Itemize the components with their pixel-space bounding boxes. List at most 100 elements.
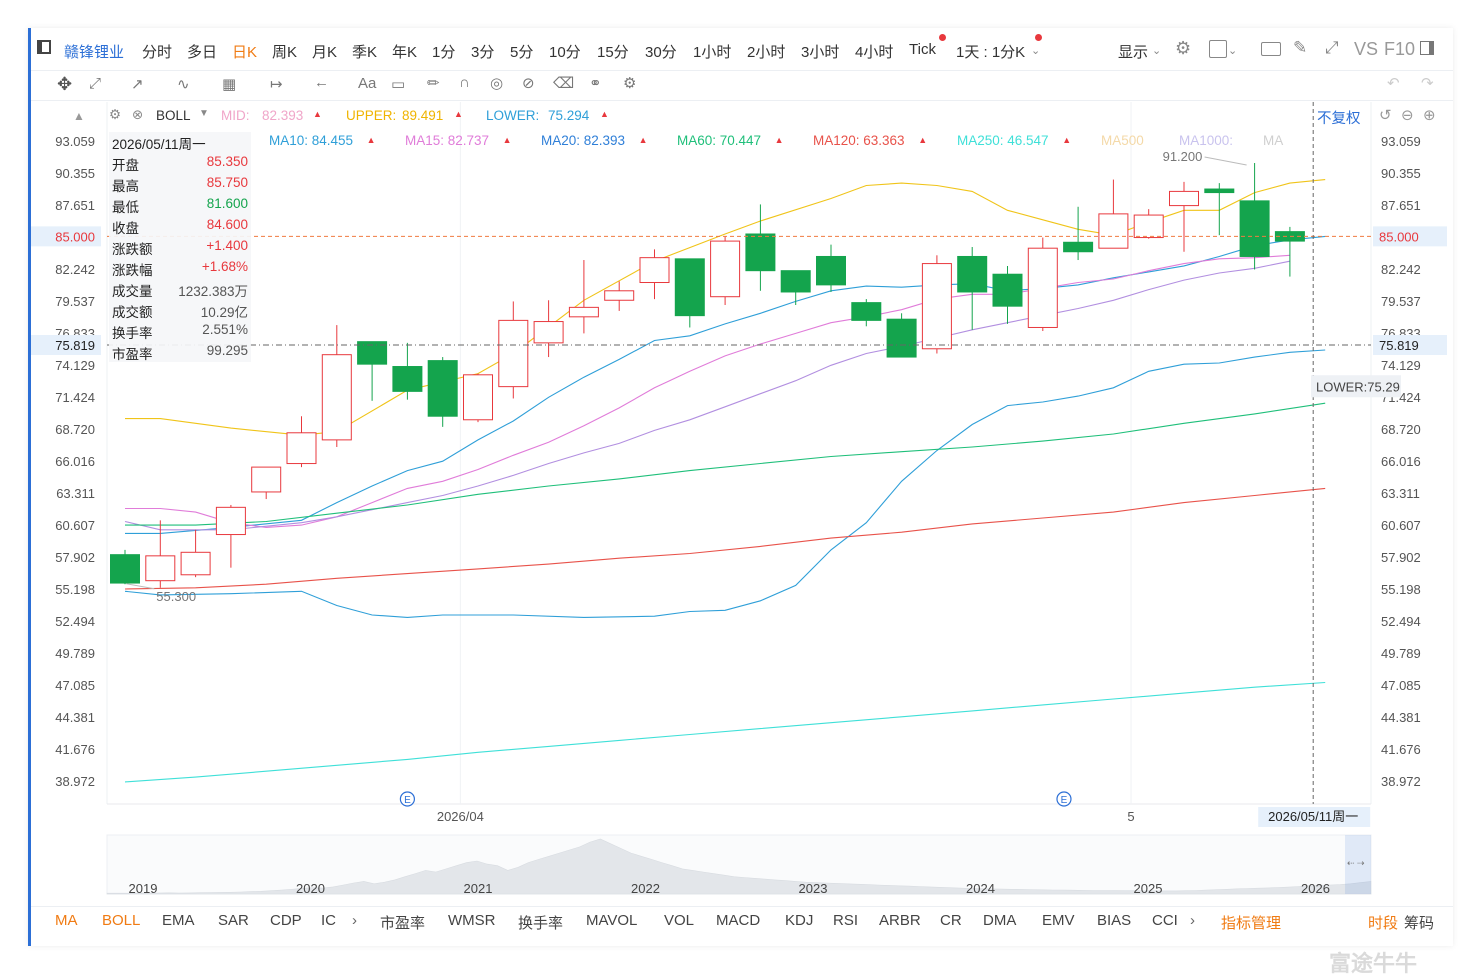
text-tool[interactable]: Aa [358,75,377,92]
trend-tool-icon[interactable]: ↗ [131,76,144,93]
chip-distribution-button[interactable]: 筹码 [1404,915,1435,932]
zoom-in-icon[interactable]: ⊕ [1423,107,1436,124]
period-tab-weekly[interactable]: 周K [272,44,298,61]
fullscreen-icon[interactable]: ⤢ [1325,38,1339,57]
indicator-tab-11[interactable]: MACD [716,912,761,929]
redo-icon[interactable]: ↷ [1421,75,1434,92]
ma-legend-item[interactable]: MA120: 63.363 [813,133,905,148]
indicator-close-icon[interactable]: ⊗ [132,107,144,122]
link-icon[interactable]: ⚭ [589,75,602,92]
indicator-tab-10[interactable]: VOL [664,912,695,929]
chevron-down-icon[interactable]: ⌄ [1152,45,1162,57]
note-tool-icon[interactable]: ▭ [391,76,406,93]
period-tab-daily[interactable]: 日K [232,44,258,61]
ma-legend-item[interactable]: MA250: 46.547 [957,133,1049,148]
ma-legend-item[interactable]: MA20: 82.393 [541,133,626,148]
reset-icon[interactable]: ↺ [1379,107,1392,124]
indicator-tab-19[interactable]: CCI [1152,912,1178,929]
wave-tool-icon[interactable]: ∿ [177,76,190,93]
indicator-tab-14[interactable]: ARBR [879,912,921,929]
brush-tool-icon[interactable]: ✏ [427,75,440,92]
info-label: 成交额 [112,305,153,320]
zoom-out-icon[interactable]: ⊖ [1401,107,1414,124]
chevron-down-icon[interactable]: ▼ [199,108,209,119]
chevron-down-icon[interactable]: ⌄ [1228,45,1238,57]
period-tab-2h[interactable]: 2小时 [747,44,786,61]
time-period-button[interactable]: 时段 [1368,915,1399,932]
period-tab-tick[interactable]: Tick [909,41,936,58]
indicator-tab-16[interactable]: DMA [983,912,1017,929]
pencil-icon[interactable]: ✎ [1293,38,1308,57]
series-line [124,349,1326,618]
display-menu[interactable]: 显示 [1118,44,1149,61]
ma-legend-item[interactable]: MA60: 70.447 [677,133,762,148]
panel-toggle-icon[interactable] [1420,41,1434,55]
indicator-tab-15[interactable]: CR [940,912,962,929]
hide-drawings-icon[interactable]: ⊘ [522,75,535,92]
kline-chart[interactable]: 93.05993.05990.35590.35587.65187.65184.9… [31,28,1453,946]
period-tab-3min[interactable]: 3分 [471,44,495,61]
indicator-tab-2[interactable]: EMA [162,912,195,929]
indicator-tab-17[interactable]: EMV [1042,912,1075,929]
period-tab-3h[interactable]: 3小时 [801,44,840,61]
measure-tool-icon[interactable]: ↦ [270,76,283,93]
camera-icon[interactable] [1261,42,1281,56]
fib-tool-icon[interactable]: ▦ [222,76,237,93]
line-tool-icon[interactable]: ⤢ [89,75,102,92]
indicator-tab-18[interactable]: BIAS [1097,912,1132,929]
indicator-tab-13[interactable]: RSI [833,912,859,929]
ma-legend-item[interactable]: MA [1263,133,1284,148]
sidebar-toggle-icon[interactable] [37,40,51,54]
indicator-manage-button[interactable]: 指标管理 [1221,915,1282,932]
settings-icon[interactable]: ⚙ [1175,38,1192,58]
candle-body [357,341,388,365]
chevron-down-icon[interactable]: ⌄ [1031,45,1041,57]
period-tab-monthly[interactable]: 月K [312,44,338,61]
magnet-icon[interactable]: ∩ [459,74,470,91]
indicator-tab-3[interactable]: SAR [218,912,249,929]
ma-legend-item[interactable]: MA15: 82.737 [405,133,490,148]
navigator-window [1345,835,1371,894]
move-icon[interactable]: ✥ [57,74,73,94]
indicator-tab-0[interactable]: MA [55,912,78,929]
collapse-icon[interactable]: ▲ [73,109,85,123]
f10-button[interactable]: F10 [1384,39,1416,59]
indicator-tab-5[interactable]: IC [321,912,336,929]
indicator-settings-icon[interactable]: ⚙ [109,107,122,122]
drawing-settings-icon[interactable]: ⚙ [623,75,637,92]
indicator-tab-12[interactable]: KDJ [785,912,814,929]
indicator-tab-8[interactable]: 换手率 [518,915,564,932]
period-tab-30min[interactable]: 30分 [645,44,677,61]
chevron-right-icon[interactable]: › [1190,912,1195,929]
candle-body [604,290,635,301]
indicator-tab-9[interactable]: MAVOL [586,912,638,929]
ma-legend-item[interactable]: MA500 [1101,133,1144,148]
period-tab-fenshi[interactable]: 分时 [142,44,173,61]
indicator-tab-7[interactable]: WMSR [448,912,496,929]
adjust-mode-button[interactable]: 不复权 [1317,111,1361,127]
period-tab-15min[interactable]: 15分 [597,44,629,61]
period-tab-multiday[interactable]: 多日 [187,44,218,61]
layout-icon[interactable] [1209,40,1227,58]
period-tab-1min[interactable]: 1分 [432,44,456,61]
ma-legend-item[interactable]: MA1000: [1179,133,1234,148]
period-tab-10min[interactable]: 10分 [549,44,581,61]
boll-indicator-label[interactable]: BOLL [156,108,191,123]
undo-icon[interactable]: ↶ [1387,75,1400,92]
arrow-tool-icon[interactable]: ← [314,74,329,91]
lock-drawings-icon[interactable]: ◎ [490,75,504,92]
ma-legend-item[interactable]: MA10: 84.455 [269,133,354,148]
indicator-tab-1[interactable]: BOLL [102,912,141,929]
indicator-tab-4[interactable]: CDP [270,912,302,929]
period-tab-1h[interactable]: 1小时 [693,44,732,61]
custom-period-select[interactable]: 1天 : 1分K [956,44,1026,61]
period-tab-4h[interactable]: 4小时 [855,44,894,61]
indicator-tab-6[interactable]: 市盈率 [380,915,426,932]
period-tab-quarterly[interactable]: 季K [352,44,378,61]
period-tab-5min[interactable]: 5分 [510,44,534,61]
trash-icon[interactable]: ⌫ [553,75,575,92]
chevron-right-icon[interactable]: › [352,912,357,929]
vs-compare[interactable]: VS [1354,39,1379,59]
stock-name[interactable]: 赣锋锂业 [64,44,125,61]
period-tab-yearly[interactable]: 年K [392,44,418,61]
